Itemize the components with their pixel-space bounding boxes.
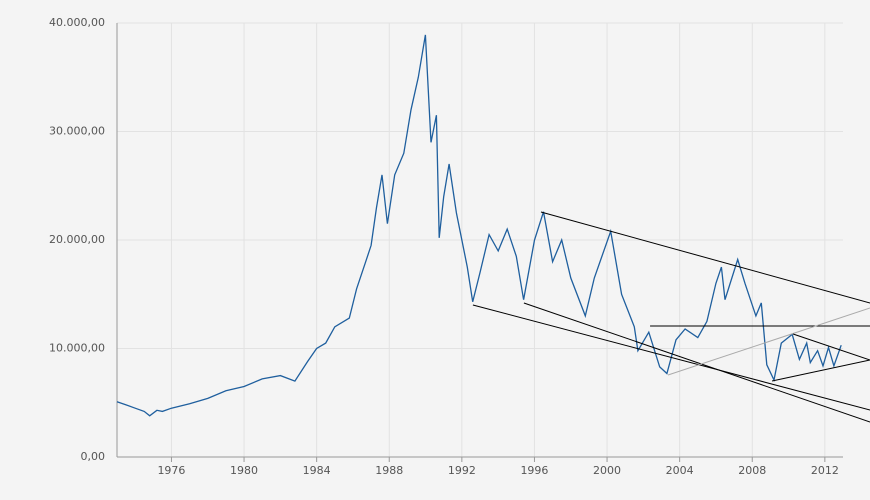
x-tick-label: 1996 [520, 464, 548, 477]
y-tick-label: 40.000,00 [49, 16, 105, 29]
x-tick-label: 2012 [811, 464, 839, 477]
trend-line [771, 359, 870, 382]
trend-line [667, 307, 870, 376]
x-tick-label: 2000 [593, 464, 621, 477]
trend-line [792, 333, 870, 361]
x-tick-label: 2004 [666, 464, 694, 477]
trend-line [523, 302, 870, 423]
y-tick-label: 20.000,00 [49, 233, 105, 246]
y-tick-label: 10.000,00 [49, 342, 105, 355]
x-tick-label: 1992 [448, 464, 476, 477]
y-tick-label: 30.000,00 [49, 125, 105, 138]
trend-line [540, 211, 870, 304]
trend-line [472, 304, 870, 411]
x-tick-label: 1976 [157, 464, 185, 477]
y-tick-label: 0,00 [81, 450, 106, 463]
data-line [116, 34, 842, 417]
x-tick-label: 1984 [303, 464, 331, 477]
x-tick-label: 1980 [230, 464, 258, 477]
x-tick-label: 1988 [375, 464, 403, 477]
x-tick-label: 2008 [738, 464, 766, 477]
